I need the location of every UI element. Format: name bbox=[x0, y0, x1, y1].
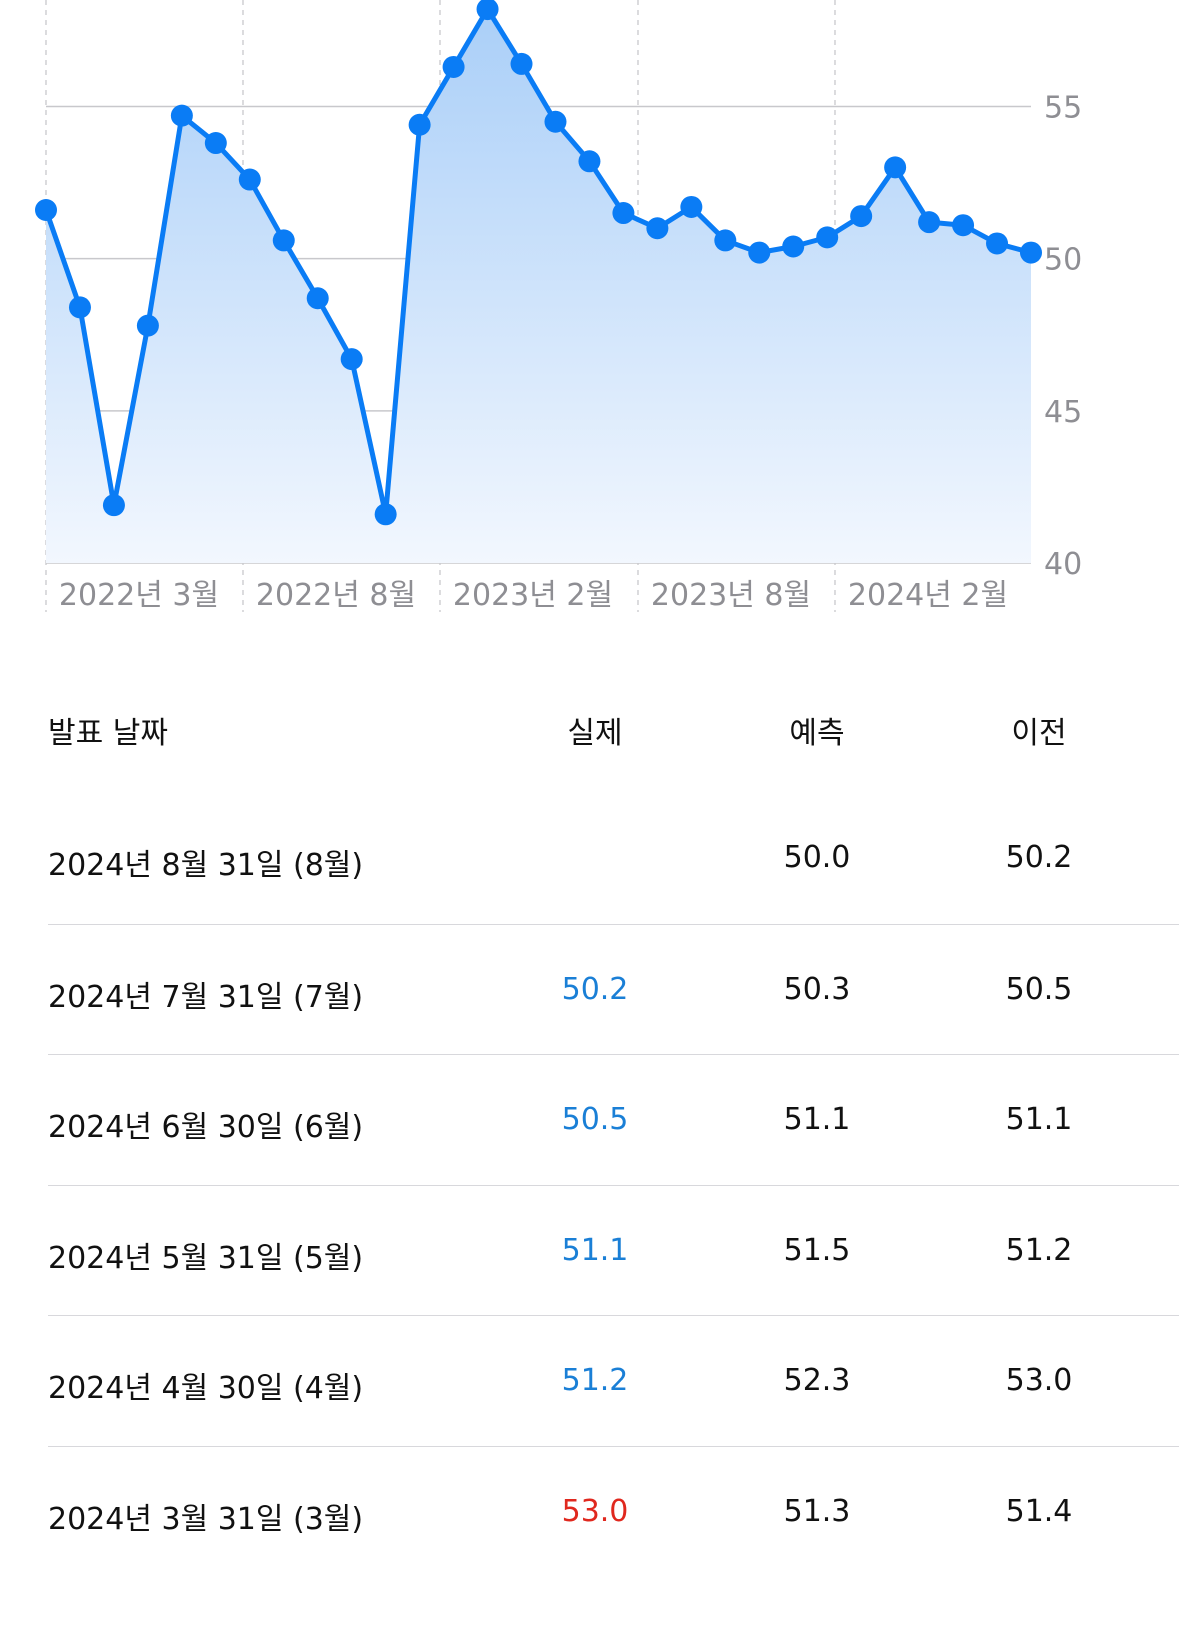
data-point bbox=[816, 226, 839, 249]
table-row[interactable]: 2024년 7월 31일 (7월) 50.2 50.3 50.5 bbox=[0, 924, 1179, 1060]
data-point bbox=[986, 232, 1009, 255]
row-actual: 50.5 bbox=[561, 1102, 629, 1137]
data-point bbox=[238, 168, 261, 191]
header-date: 발표 날짜 bbox=[48, 716, 168, 751]
row-date: 2024년 3월 31일 (3월) bbox=[48, 1502, 364, 1537]
x-tick-label: 2022년 8월 bbox=[256, 578, 416, 613]
y-tick-label: 45 bbox=[1044, 395, 1082, 430]
x-tick-label: 2023년 2월 bbox=[453, 578, 613, 613]
data-point bbox=[646, 217, 669, 240]
row-forecast: 51.3 bbox=[783, 1494, 851, 1529]
data-point bbox=[612, 202, 635, 225]
data-point bbox=[578, 150, 601, 173]
row-actual: 50.2 bbox=[561, 972, 629, 1007]
data-points bbox=[35, 0, 1042, 526]
data-point bbox=[204, 132, 227, 155]
data-point bbox=[850, 205, 873, 228]
row-divider bbox=[48, 924, 1179, 925]
row-forecast: 51.5 bbox=[783, 1233, 851, 1268]
row-forecast: 50.0 bbox=[783, 840, 851, 875]
header-previous: 이전 bbox=[1011, 716, 1067, 751]
data-point bbox=[442, 55, 465, 78]
y-axis-labels: 40 45 50 55 bbox=[1044, 91, 1082, 582]
x-tick-label: 2023년 8월 bbox=[651, 578, 811, 613]
data-point bbox=[102, 494, 125, 517]
data-point bbox=[340, 348, 363, 371]
y-tick-label: 40 bbox=[1044, 547, 1082, 582]
data-point bbox=[918, 211, 941, 234]
row-previous: 51.2 bbox=[1005, 1233, 1073, 1268]
table-row[interactable]: 2024년 4월 30일 (4월) 51.2 52.3 53.0 bbox=[0, 1315, 1179, 1451]
data-point bbox=[35, 198, 57, 221]
data-point bbox=[272, 229, 295, 252]
row-divider bbox=[48, 1315, 1179, 1316]
data-point bbox=[374, 503, 397, 526]
row-previous: 50.2 bbox=[1005, 840, 1073, 875]
y-tick-label: 50 bbox=[1044, 243, 1082, 278]
data-point bbox=[544, 110, 567, 133]
data-point bbox=[68, 296, 91, 319]
area-path bbox=[46, 9, 1031, 564]
data-point bbox=[680, 195, 703, 218]
row-actual: 51.2 bbox=[561, 1363, 629, 1398]
table-row[interactable]: 2024년 6월 30일 (6월) 50.5 51.1 51.1 bbox=[0, 1054, 1179, 1190]
row-previous: 53.0 bbox=[1005, 1363, 1073, 1398]
row-previous: 51.4 bbox=[1005, 1494, 1073, 1529]
row-forecast: 50.3 bbox=[783, 972, 851, 1007]
row-divider bbox=[48, 1185, 1179, 1186]
data-point bbox=[884, 156, 907, 179]
row-forecast: 52.3 bbox=[783, 1363, 851, 1398]
header-forecast: 예측 bbox=[789, 716, 845, 751]
data-point bbox=[510, 52, 533, 75]
y-tick-label: 55 bbox=[1044, 91, 1082, 126]
data-point bbox=[782, 235, 805, 258]
data-point bbox=[748, 241, 771, 264]
x-tick-label: 2022년 3월 bbox=[59, 578, 219, 613]
row-date: 2024년 4월 30일 (4월) bbox=[48, 1371, 364, 1406]
header-actual: 실제 bbox=[567, 716, 623, 751]
table-row[interactable]: 2024년 5월 31일 (5월) 51.1 51.5 51.2 bbox=[0, 1185, 1179, 1321]
data-point bbox=[136, 314, 159, 337]
row-date: 2024년 5월 31일 (5월) bbox=[48, 1241, 364, 1276]
table-header: 발표 날짜 실제 예측 이전 bbox=[0, 700, 1179, 760]
row-divider bbox=[48, 1446, 1179, 1447]
row-divider bbox=[48, 1054, 1179, 1055]
pmi-chart: 40 45 50 55 2022년 3월 2022년 8월 2023년 2월 2023년 8… bbox=[0, 0, 1179, 640]
x-tick-label: 2024년 2월 bbox=[848, 578, 1008, 613]
row-date: 2024년 6월 30일 (6월) bbox=[48, 1110, 364, 1145]
x-axis-labels: 2022년 3월 2022년 8월 2023년 2월 2023년 8월 2024년 2월 bbox=[59, 578, 1008, 613]
row-actual: 51.1 bbox=[561, 1233, 629, 1268]
area-fill bbox=[46, 9, 1031, 564]
row-forecast: 51.1 bbox=[783, 1102, 851, 1137]
data-point bbox=[170, 104, 193, 127]
row-previous: 50.5 bbox=[1005, 972, 1073, 1007]
data-point bbox=[408, 113, 431, 136]
table-row[interactable]: 2024년 3월 31일 (3월) 53.0 51.3 51.4 bbox=[0, 1446, 1179, 1582]
data-point bbox=[476, 0, 499, 21]
row-previous: 51.1 bbox=[1005, 1102, 1073, 1137]
row-date: 2024년 7월 31일 (7월) bbox=[48, 980, 364, 1015]
row-date: 2024년 8월 31일 (8월) bbox=[48, 848, 364, 883]
pmi-line-area-chart: 40 45 50 55 2022년 3월 2022년 8월 2023년 2월 2023년 8… bbox=[35, 0, 1082, 613]
data-point bbox=[1020, 241, 1042, 264]
data-point bbox=[306, 287, 329, 310]
data-point bbox=[714, 229, 737, 252]
data-point bbox=[952, 214, 975, 237]
table-row[interactable]: 2024년 8월 31일 (8월) 50.0 50.2 bbox=[0, 792, 1179, 928]
row-actual: 53.0 bbox=[561, 1494, 629, 1529]
